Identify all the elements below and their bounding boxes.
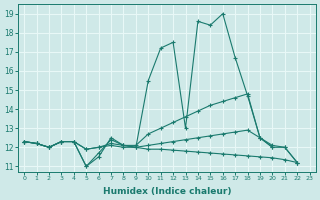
X-axis label: Humidex (Indice chaleur): Humidex (Indice chaleur) xyxy=(103,187,231,196)
